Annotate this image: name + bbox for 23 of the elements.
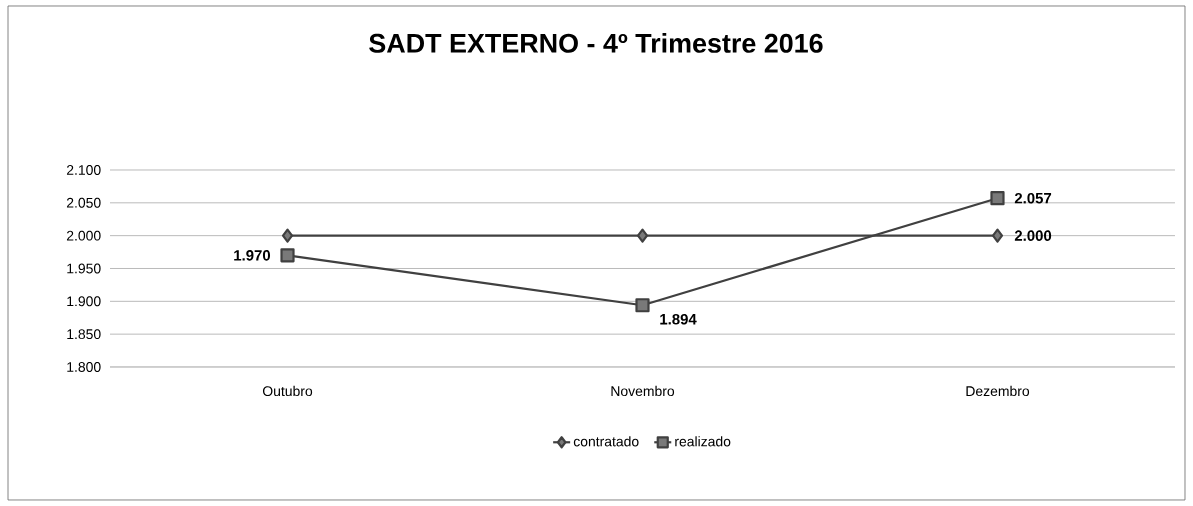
point (991, 228, 1004, 243)
point (635, 298, 650, 313)
point (636, 228, 649, 243)
y-tick-label: 1.800 (67, 362, 101, 372)
y-tick-label: 2.050 (66, 197, 101, 208)
data-label: 2.057 (1014, 192, 1052, 204)
y-tick-label: 1.850 (67, 329, 101, 340)
legend-label: realizado (675, 436, 731, 447)
y-tick-label: 2.100 (66, 165, 101, 175)
x-tick-label: Novembro (611, 385, 675, 397)
y-tick-label: 1.900 (67, 296, 101, 307)
x-tick-label: Dezembro (966, 385, 1030, 397)
point (990, 191, 1005, 206)
data-label: 2.000 (1014, 230, 1052, 241)
legend-label: contratado (573, 436, 639, 447)
y-tick-label: 1.950 (67, 263, 101, 274)
point (281, 228, 294, 243)
x-tick-label: Outubro (262, 385, 313, 397)
data-label: 1.894 (660, 313, 697, 325)
data-label: 1.970 (234, 250, 271, 261)
point (280, 248, 295, 263)
chart-title: SADT EXTERNO - 4º Trimestre 2016 (369, 33, 823, 53)
y-tick-label: 2.000 (66, 230, 101, 241)
